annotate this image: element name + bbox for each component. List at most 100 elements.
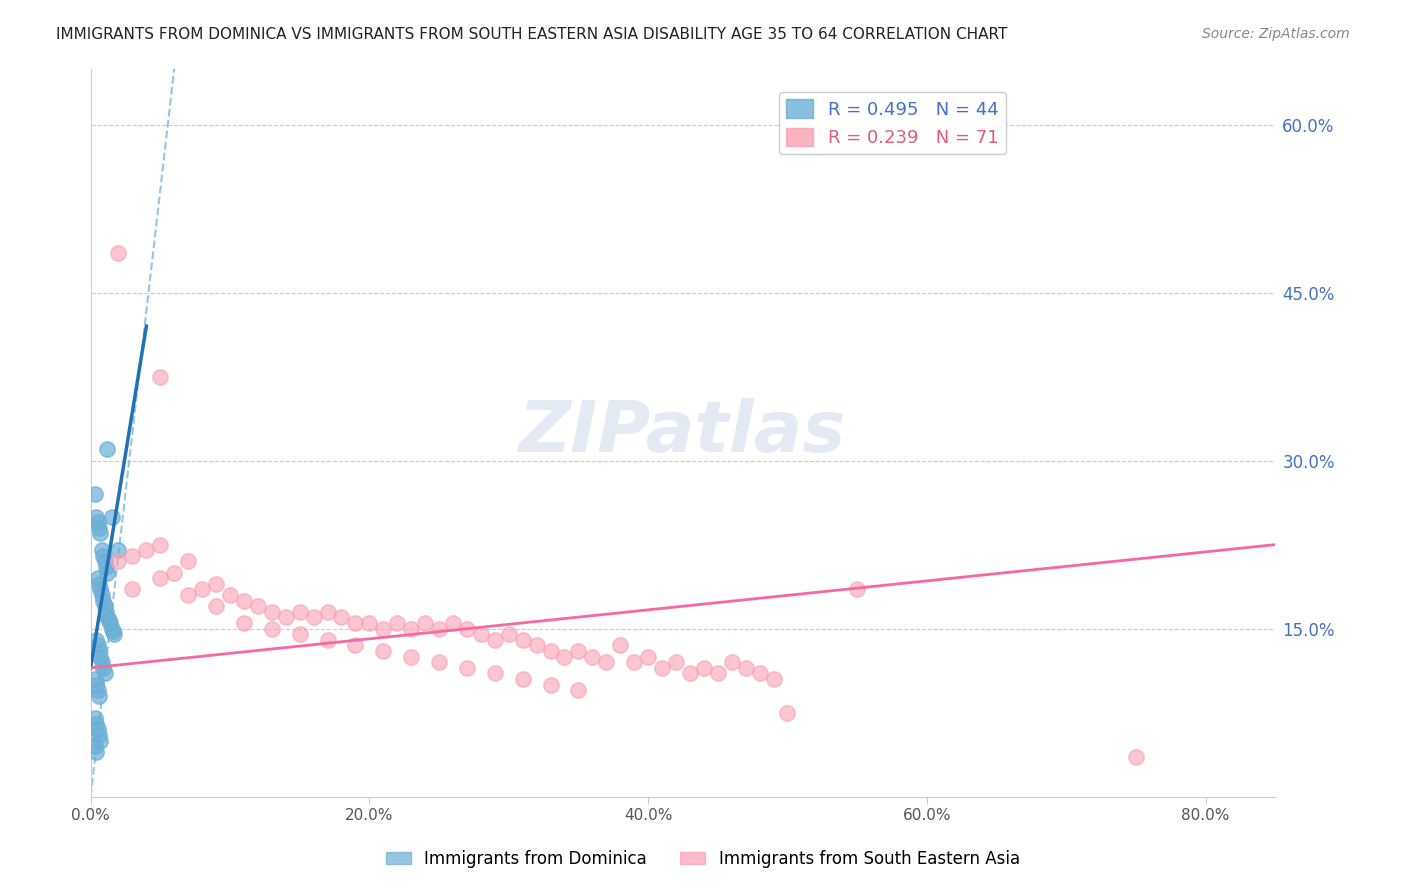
Point (219, 588, 242, 602)
Point (498, 627, 520, 641)
Point (121, 549, 143, 563)
Point (316, 632, 339, 647)
Point (135, 543, 157, 558)
Point (246, 599, 269, 614)
Point (89, 582, 111, 597)
Point (413, 615, 436, 630)
Point (456, 622, 478, 636)
Point (302, 610, 325, 624)
Point (567, 644, 589, 658)
Point (595, 655, 617, 669)
Point (107, 246, 129, 260)
Text: ZIPatlas: ZIPatlas (519, 398, 846, 467)
Point (512, 632, 534, 647)
Point (86, 723, 108, 737)
Point (651, 661, 673, 675)
Point (399, 622, 422, 636)
Point (567, 683, 589, 698)
Point (107, 543, 129, 558)
Point (87, 689, 110, 703)
Point (191, 582, 214, 597)
Point (89, 649, 111, 664)
Point (84, 632, 107, 647)
Point (679, 666, 702, 681)
Point (149, 369, 172, 384)
Point (776, 706, 799, 720)
Point (103, 627, 125, 641)
Point (359, 615, 381, 630)
Point (149, 571, 172, 585)
Point (205, 577, 228, 591)
Point (86, 571, 108, 585)
Point (177, 588, 200, 602)
Point (98, 615, 121, 630)
Point (427, 655, 450, 669)
Point (93, 666, 115, 681)
Point (330, 610, 353, 624)
Point (609, 639, 631, 653)
Point (84, 717, 107, 731)
Point (232, 615, 254, 630)
Point (107, 554, 129, 568)
Point (86, 639, 108, 653)
Point (344, 615, 367, 630)
Point (94, 560, 117, 574)
Point (748, 666, 770, 681)
Point (101, 624, 124, 638)
Point (665, 655, 688, 669)
Text: IMMIGRANTS FROM DOMINICA VS IMMIGRANTS FROM SOUTH EASTERN ASIA DISABILITY AGE 35: IMMIGRANTS FROM DOMINICA VS IMMIGRANTS F… (56, 27, 1008, 42)
Point (94, 605, 117, 619)
Point (96, 566, 118, 580)
Point (707, 666, 730, 681)
Point (91, 549, 114, 563)
Point (91, 593, 114, 607)
Point (441, 615, 464, 630)
Point (87, 521, 110, 535)
Point (87, 577, 110, 591)
Point (89, 733, 111, 747)
Point (96, 442, 118, 457)
Point (84, 509, 107, 524)
Point (232, 593, 254, 607)
Point (83, 711, 105, 725)
Point (512, 672, 534, 686)
Point (373, 622, 395, 636)
Point (427, 622, 450, 636)
Point (344, 639, 367, 653)
Point (87, 644, 110, 658)
Point (553, 649, 575, 664)
Point (734, 661, 756, 675)
Point (90, 588, 112, 602)
Point (90, 543, 112, 558)
Point (121, 582, 143, 597)
Point (484, 666, 506, 681)
Point (260, 622, 283, 636)
Point (97, 613, 120, 627)
Point (637, 649, 659, 664)
Point (540, 678, 562, 692)
Point (93, 599, 115, 614)
Point (693, 661, 716, 675)
Point (623, 655, 645, 669)
Point (93, 554, 115, 568)
Text: Source: ZipAtlas.com: Source: ZipAtlas.com (1202, 27, 1350, 41)
Point (83, 672, 105, 686)
Point (470, 627, 492, 641)
Point (720, 655, 742, 669)
Point (100, 622, 122, 636)
Point (288, 627, 311, 641)
Point (84, 678, 107, 692)
Point (90, 655, 112, 669)
Point (373, 644, 395, 658)
Point (581, 649, 603, 664)
Point (177, 554, 200, 568)
Point (96, 610, 118, 624)
Point (260, 605, 283, 619)
Point (205, 599, 228, 614)
Point (540, 644, 562, 658)
Point (456, 661, 478, 675)
Point (91, 661, 114, 675)
Point (288, 605, 311, 619)
Point (316, 605, 339, 619)
Point (86, 683, 108, 698)
